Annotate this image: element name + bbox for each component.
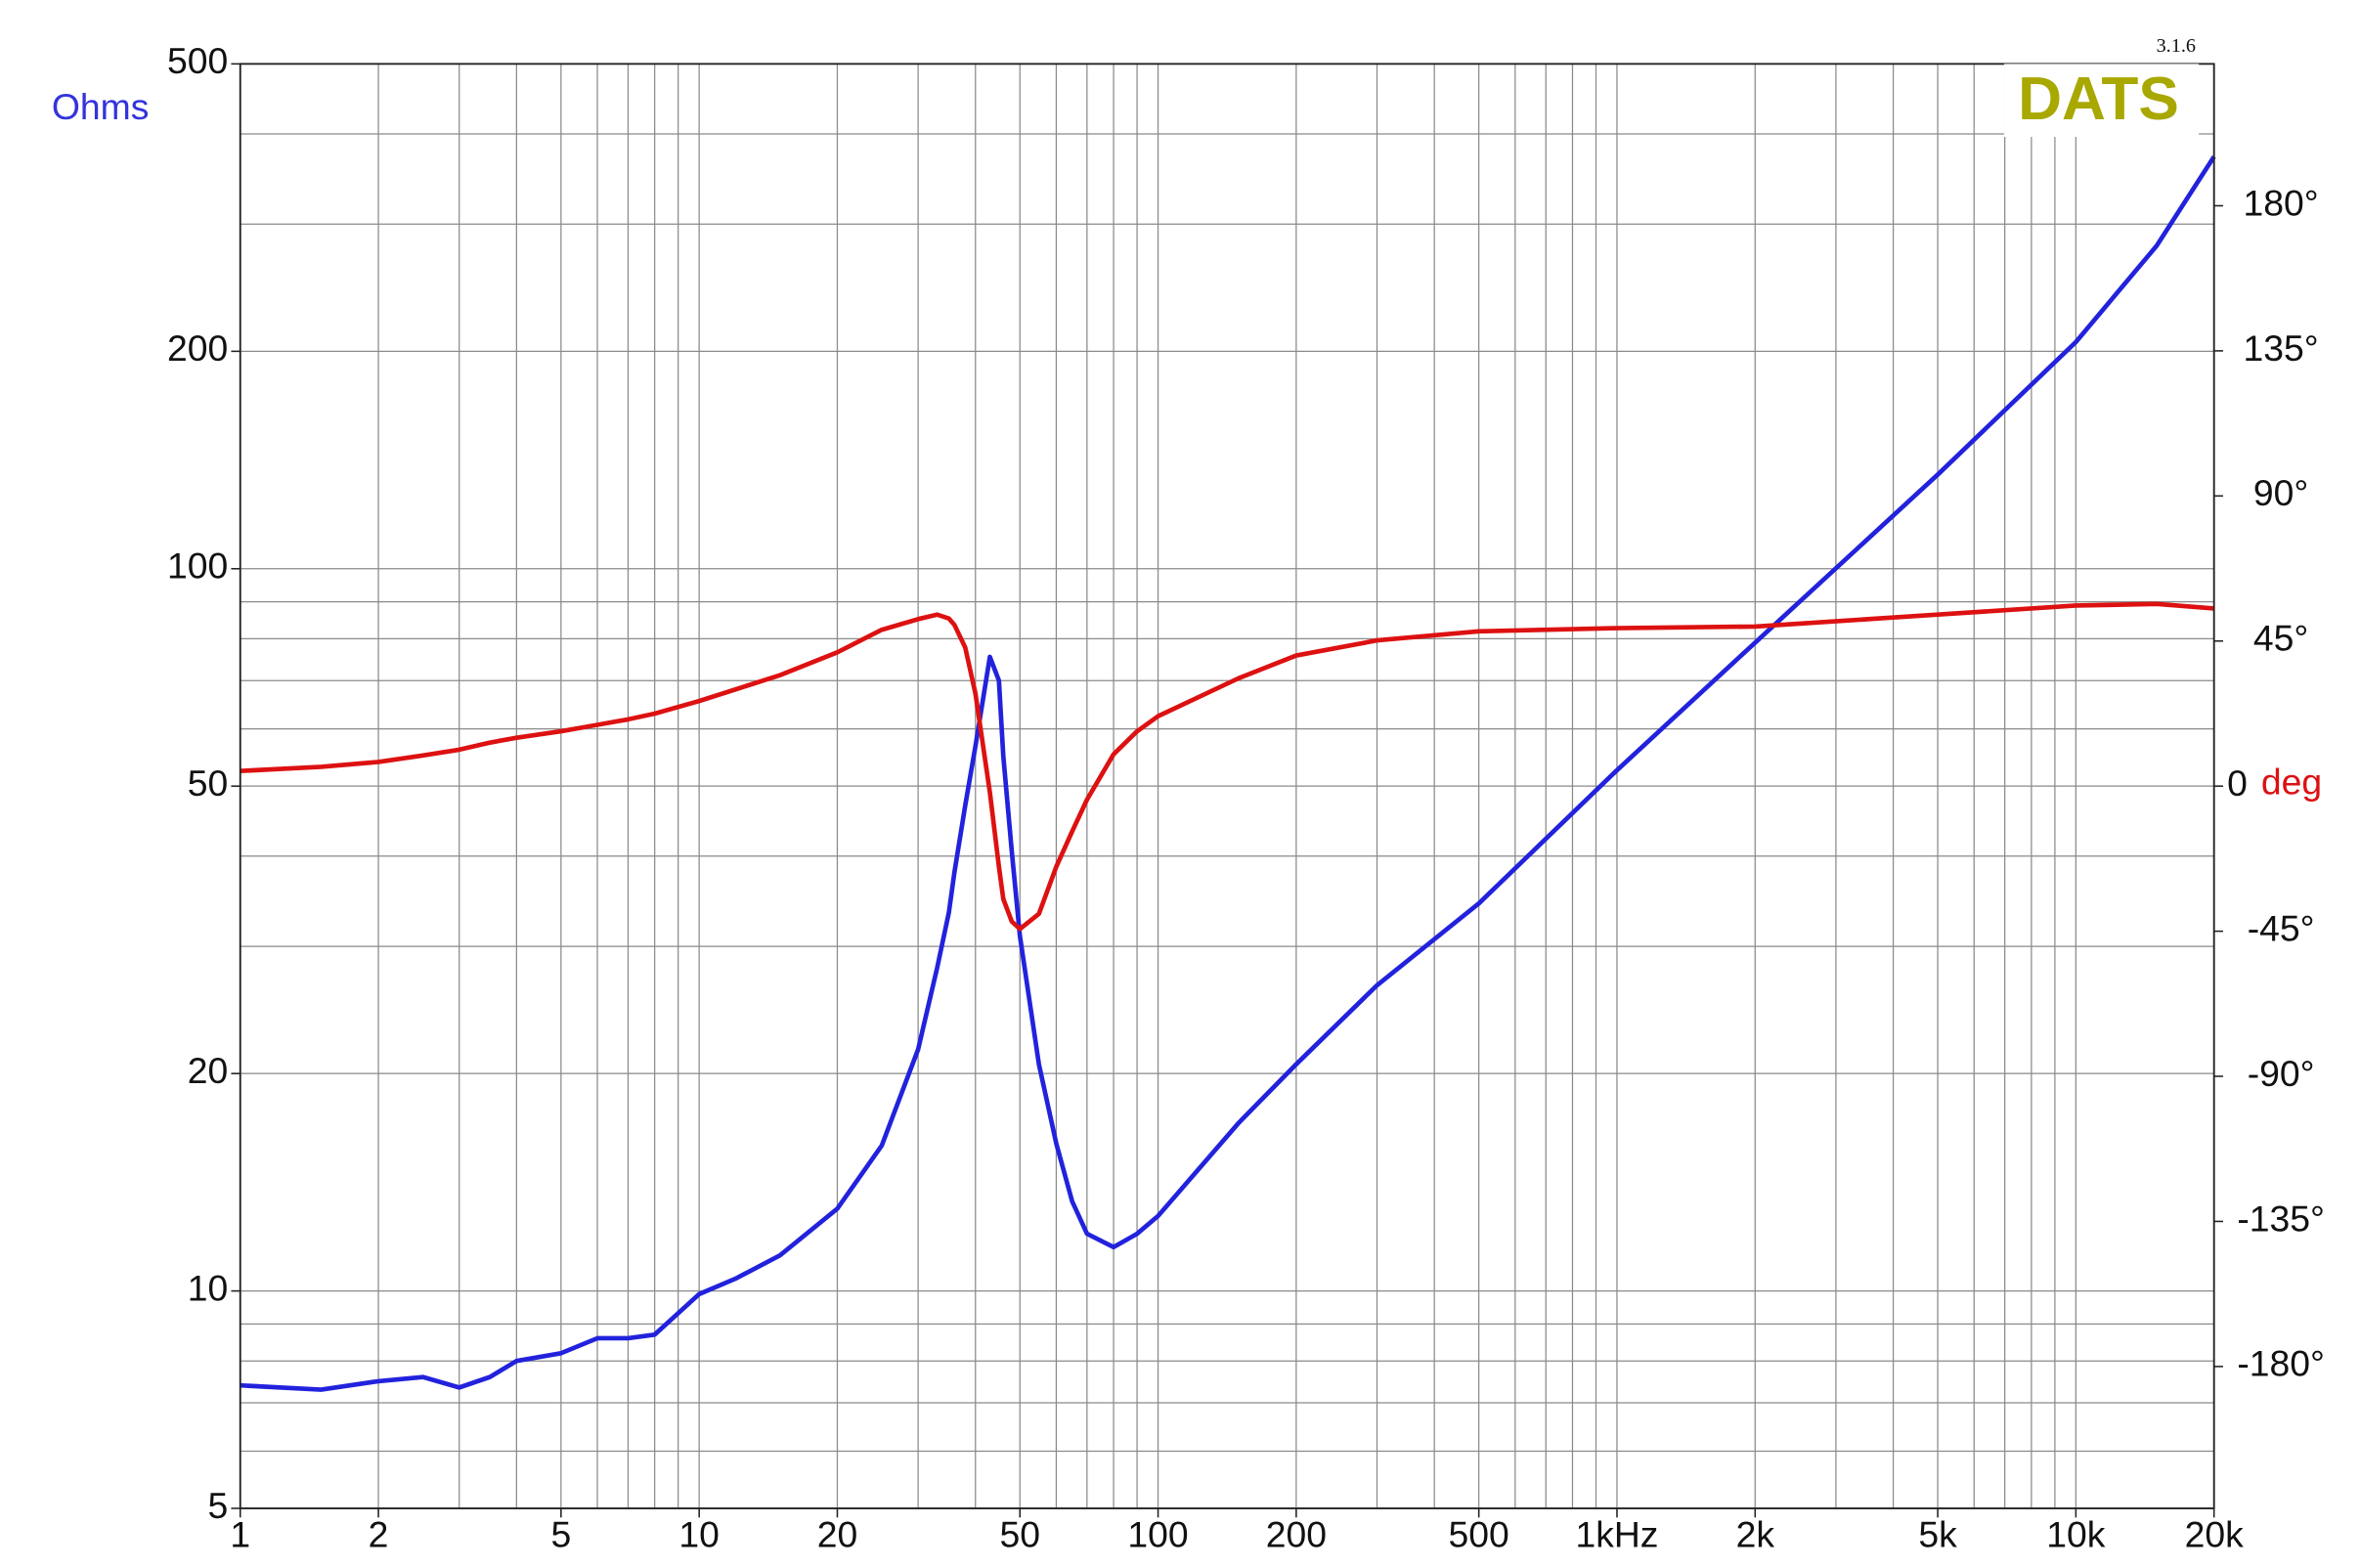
y2-tick-label: 45° bbox=[2253, 618, 2308, 659]
y-tick-label: 10 bbox=[188, 1267, 229, 1308]
y-tick-label: 100 bbox=[167, 545, 228, 587]
phase-curve bbox=[240, 601, 2214, 932]
x-tick-label: 10k bbox=[2046, 1513, 2106, 1554]
y-tick-label: 20 bbox=[188, 1050, 229, 1091]
y2-tick-label: 90° bbox=[2253, 472, 2308, 513]
y-tick-label: 500 bbox=[167, 40, 228, 81]
x-tick-label: 5k bbox=[1918, 1513, 1957, 1554]
y2-tick-label: -135° bbox=[2237, 1198, 2325, 1239]
x-tick-label: 50 bbox=[1000, 1513, 1041, 1554]
y-tick-label: 5 bbox=[208, 1485, 229, 1526]
x-tick-label: 20k bbox=[2185, 1513, 2245, 1554]
x-tick-label: 1kHz bbox=[1575, 1513, 1658, 1554]
y2-tick-label: -180° bbox=[2237, 1343, 2325, 1384]
logo-box bbox=[2004, 64, 2200, 138]
x-tick-label: 20 bbox=[817, 1513, 858, 1554]
y-tick-label: 50 bbox=[188, 762, 229, 804]
x-tick-label: 1 bbox=[230, 1513, 250, 1554]
x-tick-label: 2 bbox=[369, 1513, 389, 1554]
y2-tick-label: -45° bbox=[2248, 907, 2315, 948]
y2-tick-label: 135° bbox=[2244, 327, 2319, 369]
x-tick-label: 100 bbox=[1127, 1513, 1188, 1554]
x-tick-label: 500 bbox=[1449, 1513, 1509, 1554]
x-tick-label: 5 bbox=[550, 1513, 571, 1554]
y2-tick-label: 180° bbox=[2244, 182, 2319, 223]
y-axis-label: Ohms bbox=[52, 86, 150, 127]
curves bbox=[240, 154, 2216, 1392]
x-tick-label: 200 bbox=[1266, 1513, 1327, 1554]
version: 3.1.6 bbox=[2157, 35, 2196, 57]
y2-tick-label: 0 bbox=[2227, 762, 2248, 804]
x-tick-label: 10 bbox=[678, 1513, 720, 1554]
impedance-curve bbox=[240, 154, 2216, 1392]
y-tick-label: 200 bbox=[167, 327, 228, 369]
y2-axis-label: deg bbox=[2261, 761, 2322, 802]
logo: DATS bbox=[2018, 65, 2179, 133]
y2-tick-label: -90° bbox=[2248, 1053, 2315, 1094]
x-tick-label: 2k bbox=[1736, 1513, 1775, 1554]
